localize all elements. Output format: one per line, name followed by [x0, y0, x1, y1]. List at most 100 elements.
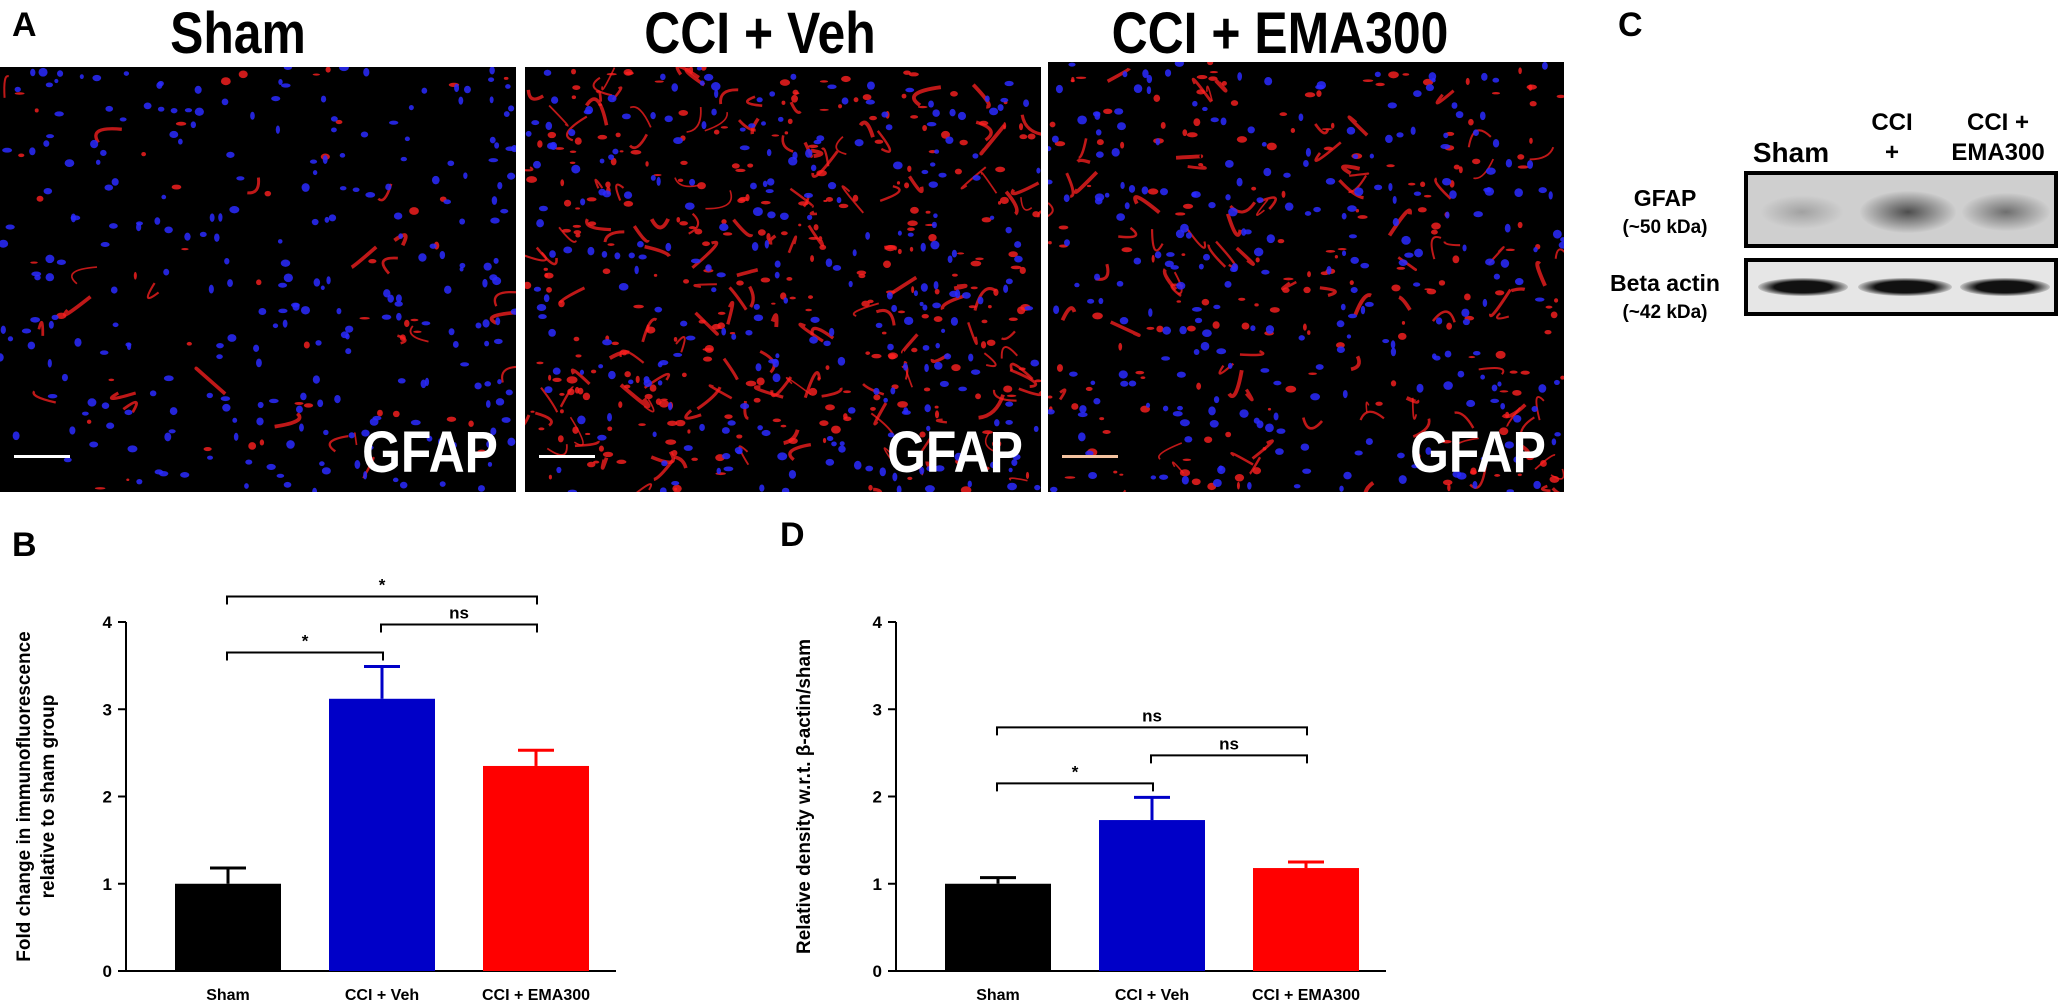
- dapi-nucleus: [454, 83, 460, 93]
- gfap-spot: [1019, 266, 1026, 275]
- dapi-nucleus: [429, 243, 437, 249]
- gfap-spot: [1528, 84, 1533, 91]
- gfap-spot: [368, 259, 377, 264]
- gfap-fiber: [548, 104, 569, 127]
- gfap-spot: [683, 279, 690, 284]
- dapi-nucleus: [299, 423, 304, 432]
- gfap-fiber: [1501, 403, 1527, 419]
- dapi-nucleus: [295, 405, 303, 414]
- dapi-nucleus: [943, 353, 952, 360]
- gfap-fiber: [1150, 229, 1164, 252]
- gfap-fiber: [1004, 190, 1019, 216]
- gfap-fiber: [1225, 213, 1243, 237]
- dapi-nucleus: [1120, 380, 1129, 387]
- gfap-fiber: [770, 376, 793, 398]
- dapi-nucleus: [168, 429, 176, 434]
- gfap-fiber: [558, 286, 586, 304]
- dapi-nucleus: [753, 314, 764, 322]
- gfap-spot: [1186, 325, 1196, 332]
- gfap-spot: [897, 248, 902, 255]
- gfap-spot: [1135, 370, 1145, 375]
- panel-label-a: A: [12, 6, 37, 44]
- gfap-spot: [1349, 280, 1354, 286]
- dapi-nucleus: [161, 194, 167, 200]
- dapi-nucleus: [426, 435, 433, 442]
- dapi-nucleus: [783, 297, 789, 304]
- dapi-nucleus: [813, 139, 822, 145]
- dapi-nucleus: [766, 149, 772, 157]
- dapi-nucleus: [538, 314, 547, 320]
- gfap-spot: [911, 286, 915, 294]
- gfap-spot: [867, 299, 874, 304]
- dapi-nucleus: [511, 145, 516, 153]
- dapi-nucleus: [229, 206, 240, 214]
- dapi-nucleus: [690, 258, 701, 264]
- beta-actin-kda: (~42 kDa): [1622, 302, 1708, 323]
- gfap-spot: [798, 223, 802, 227]
- dapi-nucleus: [1466, 399, 1476, 407]
- dapi-nucleus: [365, 192, 376, 198]
- gfap-spot: [175, 121, 187, 126]
- gfap-spot: [1549, 475, 1560, 483]
- gfap-spot: [1230, 100, 1239, 106]
- dapi-nucleus: [1480, 374, 1485, 380]
- dapi-nucleus: [673, 137, 684, 144]
- dapi-nucleus: [803, 192, 813, 199]
- dapi-nucleus: [7, 336, 14, 342]
- gfap-fiber: [1123, 489, 1127, 492]
- gfap-fiber: [675, 67, 700, 79]
- dapi-nucleus: [323, 429, 329, 436]
- gfap-fiber: [912, 85, 942, 107]
- dapi-nucleus: [661, 460, 668, 467]
- gfap-spot: [923, 387, 931, 392]
- dapi-nucleus: [1347, 205, 1357, 212]
- gfap-spot: [220, 77, 231, 86]
- scale-bar-cci-veh: [539, 455, 595, 458]
- gfap-spot: [659, 400, 670, 408]
- gfap-spot: [1468, 118, 1474, 126]
- dapi-nucleus: [1162, 405, 1169, 412]
- dapi-nucleus: [301, 183, 310, 192]
- gfap-spot: [1179, 469, 1191, 477]
- dapi-nucleus: [338, 67, 349, 72]
- gfap-spot: [1175, 212, 1186, 216]
- dapi-nucleus: [767, 211, 776, 219]
- gfap-spot: [1092, 312, 1103, 320]
- dapi-nucleus: [363, 471, 368, 480]
- dapi-nucleus: [933, 213, 938, 219]
- gfap-fiber: [1191, 77, 1213, 103]
- dapi-nucleus: [486, 440, 493, 449]
- dapi-nucleus: [837, 356, 846, 366]
- gfap-fiber: [726, 301, 735, 325]
- dapi-nucleus: [214, 233, 220, 242]
- gfap-fiber: [875, 308, 896, 326]
- dapi-nucleus: [1191, 307, 1202, 312]
- dapi-nucleus: [777, 452, 788, 461]
- gfap-spot: [1316, 90, 1322, 97]
- gfap-spot: [1156, 325, 1164, 333]
- beta-actin-label: Beta actin: [1610, 270, 1720, 296]
- gfap-spot: [1027, 133, 1036, 140]
- dapi-nucleus: [1548, 191, 1553, 200]
- dapi-nucleus: [722, 452, 731, 460]
- gfap-spot: [908, 72, 919, 77]
- gfap-spot: [934, 288, 940, 295]
- gfap-spot: [842, 390, 852, 394]
- dapi-nucleus: [54, 78, 59, 84]
- dapi-nucleus: [1048, 409, 1055, 415]
- dapi-nucleus: [1116, 280, 1124, 287]
- gfap-spot: [607, 426, 613, 431]
- gfap-spot: [592, 460, 600, 464]
- gfap-fiber: [992, 389, 1017, 402]
- dapi-nucleus: [447, 160, 455, 167]
- dapi-nucleus: [256, 417, 264, 426]
- gfap-fiber: [600, 457, 609, 470]
- dapi-nucleus: [1455, 111, 1464, 119]
- gfap-spot: [1008, 251, 1018, 258]
- gfap-fiber: [629, 106, 652, 128]
- dapi-nucleus: [79, 74, 84, 80]
- dapi-nucleus: [1068, 62, 1076, 67]
- dapi-nucleus: [1004, 80, 1014, 87]
- gfap-spot: [818, 236, 823, 242]
- gfap-spot: [548, 474, 552, 480]
